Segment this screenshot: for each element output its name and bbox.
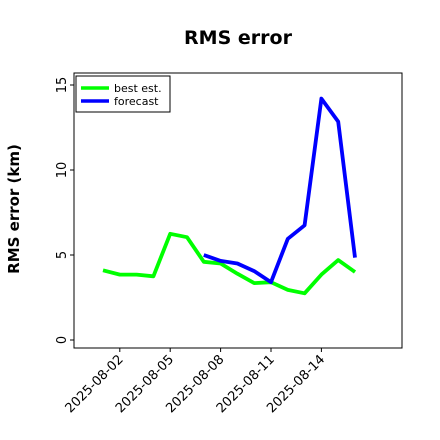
series-line-best-est	[102, 231, 357, 296]
y-axis-label: RMS error (km)	[5, 144, 23, 274]
y-tick-label: 5	[55, 251, 70, 259]
x-axis: 2025-08-022025-08-052025-08-082025-08-11…	[63, 348, 328, 416]
series-line-forecast	[203, 96, 357, 285]
legend-label-forecast: forecast	[114, 95, 159, 108]
y-tick-label: 0	[55, 336, 70, 344]
plot-area-frame	[73, 72, 403, 349]
y-tick-label: 15	[55, 77, 70, 94]
series-layer	[102, 96, 357, 296]
chart-title: RMS error	[184, 27, 293, 49]
legend: best est. forecast	[75, 75, 171, 113]
legend-box	[75, 75, 171, 113]
y-tick-label: 10	[55, 162, 70, 179]
legend-label-best-est: best est.	[114, 82, 162, 95]
y-axis: 0 5 10 15	[55, 77, 74, 344]
